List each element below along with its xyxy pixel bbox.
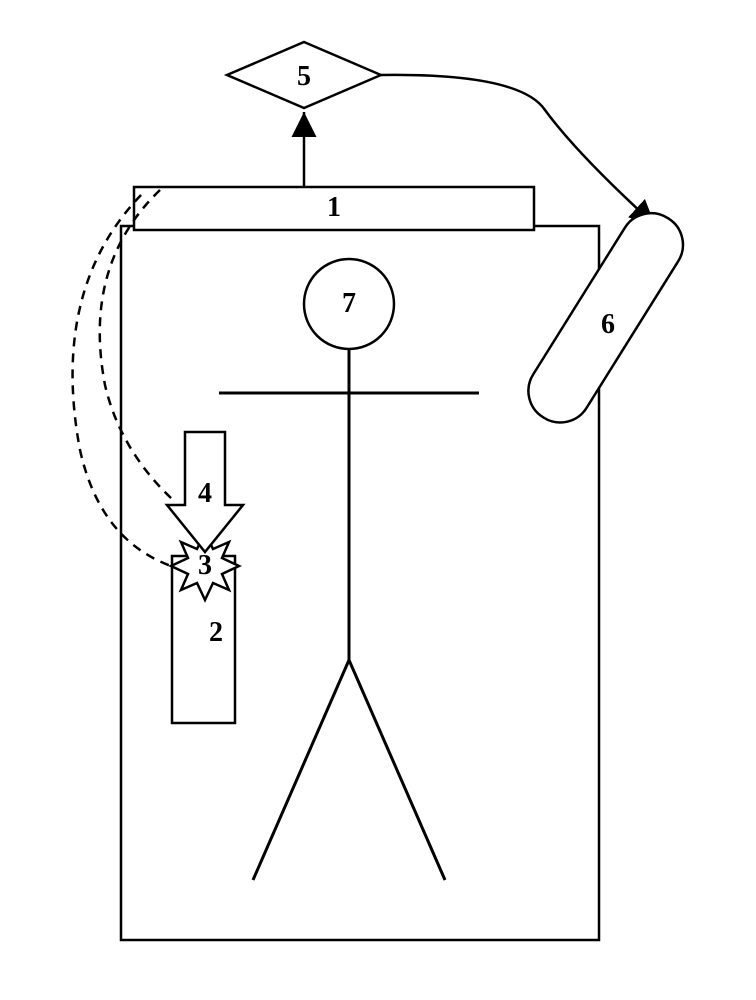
- stick-figure: [219, 349, 479, 880]
- label-2: 2: [209, 617, 223, 649]
- label-5: 5: [297, 61, 311, 93]
- diagram-canvas: [0, 0, 756, 1000]
- label-1: 1: [327, 192, 341, 224]
- edge-dashed-to-4: [100, 190, 173, 500]
- label-6: 6: [601, 309, 615, 341]
- label-3: 3: [198, 550, 212, 582]
- label-7: 7: [342, 288, 356, 320]
- label-4: 4: [198, 478, 212, 510]
